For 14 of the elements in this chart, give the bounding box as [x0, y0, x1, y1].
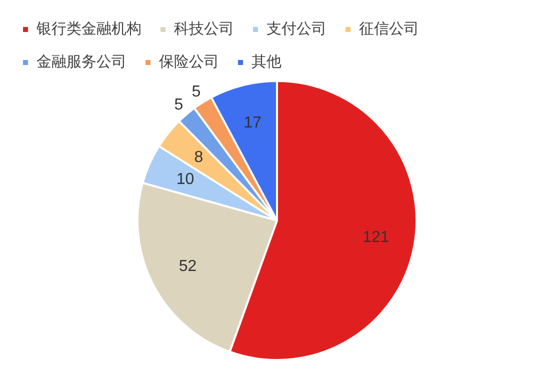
data-label: 10: [176, 171, 194, 188]
legend-label: 征信公司: [359, 19, 419, 38]
legend-label: 科技公司: [174, 19, 234, 38]
legend-label: 保险公司: [159, 52, 219, 70]
data-label: 5: [174, 96, 184, 114]
data-label: 8: [194, 148, 204, 166]
data-label: 121: [362, 229, 390, 246]
data-label: 5: [192, 84, 201, 101]
legend-label: 支付公司: [266, 19, 326, 38]
legend-label: 银行类金融机构: [36, 19, 142, 38]
data-label: 17: [244, 114, 262, 132]
data-label: 52: [178, 258, 197, 275]
legend-label: 金融服务公司: [36, 52, 126, 70]
legend-label: 其他: [252, 52, 282, 70]
